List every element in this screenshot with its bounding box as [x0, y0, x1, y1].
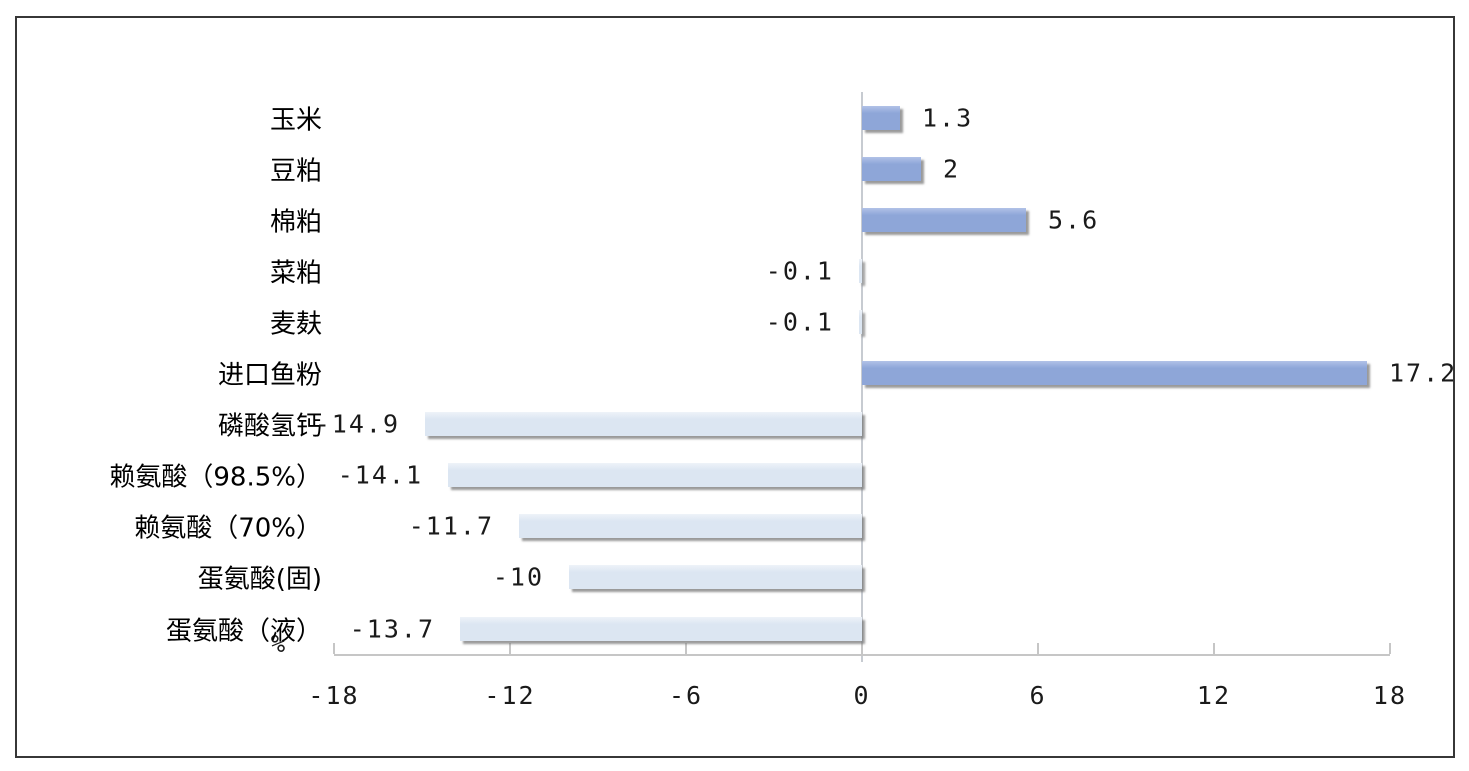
value-label: -14.1 [337, 460, 423, 490]
x-tick-label: -12 [484, 681, 536, 710]
bar-0 [862, 106, 900, 130]
value-label: -0.1 [765, 256, 834, 286]
x-tick-label: -6 [668, 681, 704, 710]
value-label: -11.7 [408, 511, 494, 541]
bar-5 [862, 361, 1367, 385]
bar-9 [569, 565, 862, 589]
x-axis-tick [1212, 643, 1215, 654]
category-label: 赖氨酸（70%） [134, 513, 322, 544]
category-label: 蛋氨酸(固) [197, 564, 322, 595]
value-label: 17.2 [1389, 358, 1458, 388]
bar-2 [862, 208, 1026, 232]
bar-6 [425, 412, 862, 436]
x-tick-label: 18 [1372, 681, 1408, 710]
value-label: 5.6 [1048, 205, 1100, 235]
category-label: 豆粕 [269, 156, 322, 187]
x-tick-label: -18 [308, 681, 360, 710]
category-label: 磷酸氢钙 [217, 411, 322, 442]
value-label: -14.9 [314, 409, 400, 439]
axis-unit-label: % [270, 630, 286, 658]
category-label: 棉粕 [269, 207, 322, 238]
x-axis-tick [685, 643, 687, 654]
x-axis-tick [861, 643, 863, 654]
value-label: -10 [492, 562, 544, 592]
category-label: 进口鱼粉 [217, 360, 322, 391]
x-tick-label: 12 [1196, 681, 1232, 710]
category-label: 玉米 [269, 105, 322, 136]
bar-3 [859, 259, 862, 283]
value-label: 2 [943, 154, 961, 184]
x-axis-tick [333, 643, 335, 654]
value-label: 1.3 [922, 103, 974, 133]
bar-7 [448, 463, 862, 487]
category-label: 赖氨酸（98.5%） [109, 462, 322, 493]
value-label: -13.7 [349, 614, 435, 644]
bar-1 [862, 157, 921, 181]
bar-8 [519, 514, 862, 538]
x-tick-label: 0 [853, 681, 871, 710]
x-axis-tick [1388, 643, 1391, 654]
x-tick-label: 6 [1029, 681, 1047, 710]
x-axis-tick [1036, 643, 1039, 654]
value-label: -0.1 [765, 307, 834, 337]
category-label: 麦麸 [269, 309, 322, 340]
x-axis-line [334, 654, 1390, 656]
bar-4 [859, 310, 862, 334]
x-axis-tick [509, 643, 511, 654]
bar-10 [460, 617, 862, 641]
category-label: 菜粕 [269, 258, 322, 289]
category-label: 蛋氨酸（液） [165, 616, 322, 647]
